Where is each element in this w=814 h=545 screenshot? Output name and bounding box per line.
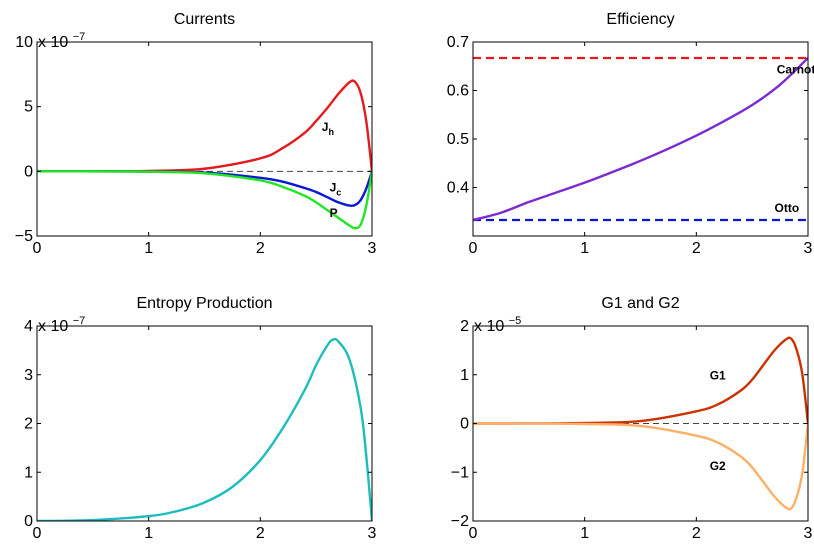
plot-area <box>473 336 808 511</box>
x-tick-label: 0 <box>33 240 42 257</box>
series-efficiency <box>473 56 808 222</box>
y-tick-label: −1 <box>451 464 469 481</box>
x-tick-label: 0 <box>469 525 478 542</box>
y-tick-label: 2 <box>460 318 469 335</box>
y-tick-label: 1 <box>24 464 33 481</box>
annotation-label: Carnot <box>777 63 814 77</box>
axis-exponent: x 10 −7 <box>38 31 85 51</box>
series-g2 <box>473 422 808 511</box>
axes-box <box>472 41 809 237</box>
x-tick-label: 1 <box>144 525 153 542</box>
y-tick-label: 0.6 <box>447 83 469 100</box>
plot-area <box>37 79 372 230</box>
x-tick-label: 0 <box>33 525 42 542</box>
chart-title: Entropy Production <box>136 295 272 312</box>
axes-box <box>36 41 373 237</box>
y-tick-label: 4 <box>24 318 33 335</box>
series-p <box>37 170 372 230</box>
annotation-label: P <box>330 206 338 220</box>
y-tick-label: 0 <box>24 163 33 180</box>
series-entropy-production <box>37 337 372 521</box>
y-tick-label: 0 <box>460 416 469 433</box>
x-tick-label: 3 <box>804 525 813 542</box>
annotation-label: Jh <box>322 120 334 137</box>
chart-g1g2: G1 and G2 x 10 −5 0 1 2 3 −2 −1 0 1 2 G1 G2 <box>451 295 813 542</box>
chart-efficiency: Efficiency 0 1 2 3 0.4 0.5 0.6 0.7 Carnot Otto <box>447 11 814 257</box>
plot-area <box>473 56 808 222</box>
x-tick-label: 1 <box>144 240 153 257</box>
x-tick-label: 1 <box>580 240 589 257</box>
x-tick-label: 2 <box>256 240 265 257</box>
y-tick-label: 1 <box>460 367 469 384</box>
x-tick-label: 0 <box>469 240 478 257</box>
y-tick-label: −2 <box>451 513 469 530</box>
y-tick-label: 3 <box>24 367 33 384</box>
y-tick-label: −5 <box>15 228 33 245</box>
y-tick-label: 10 <box>15 34 33 51</box>
x-tick-label: 3 <box>368 525 377 542</box>
annotation-label: Jc <box>330 180 342 197</box>
y-tick-label: 0.7 <box>447 34 469 51</box>
annotation-label: G2 <box>710 459 726 473</box>
x-tick-label: 3 <box>804 240 813 257</box>
chart-title: Efficiency <box>606 11 674 28</box>
x-tick-label: 2 <box>692 525 701 542</box>
x-tick-label: 1 <box>580 525 589 542</box>
y-tick-label: 0.5 <box>447 131 469 148</box>
annotation-label: G1 <box>710 369 726 383</box>
series-j-c <box>37 170 372 208</box>
x-tick-label: 3 <box>368 240 377 257</box>
y-tick-label: 5 <box>24 99 33 116</box>
series-g1 <box>473 336 808 425</box>
axis-exponent: x 10 −7 <box>38 315 85 335</box>
plot-area <box>37 337 372 521</box>
y-tick-label: 0.4 <box>447 180 469 197</box>
chart-entropy: Entropy Production x 10 −7 0 1 2 3 0 1 2 3 4 <box>24 295 376 542</box>
y-tick-label: 0 <box>24 513 33 530</box>
x-tick-label: 2 <box>256 525 265 542</box>
annotation-label: Otto <box>775 201 800 215</box>
chart-title: G1 and G2 <box>601 295 679 312</box>
y-tick-label: 2 <box>24 416 33 433</box>
axis-exponent: x 10 −5 <box>474 315 521 335</box>
chart-title: Currents <box>174 11 235 28</box>
x-tick-label: 2 <box>692 240 701 257</box>
